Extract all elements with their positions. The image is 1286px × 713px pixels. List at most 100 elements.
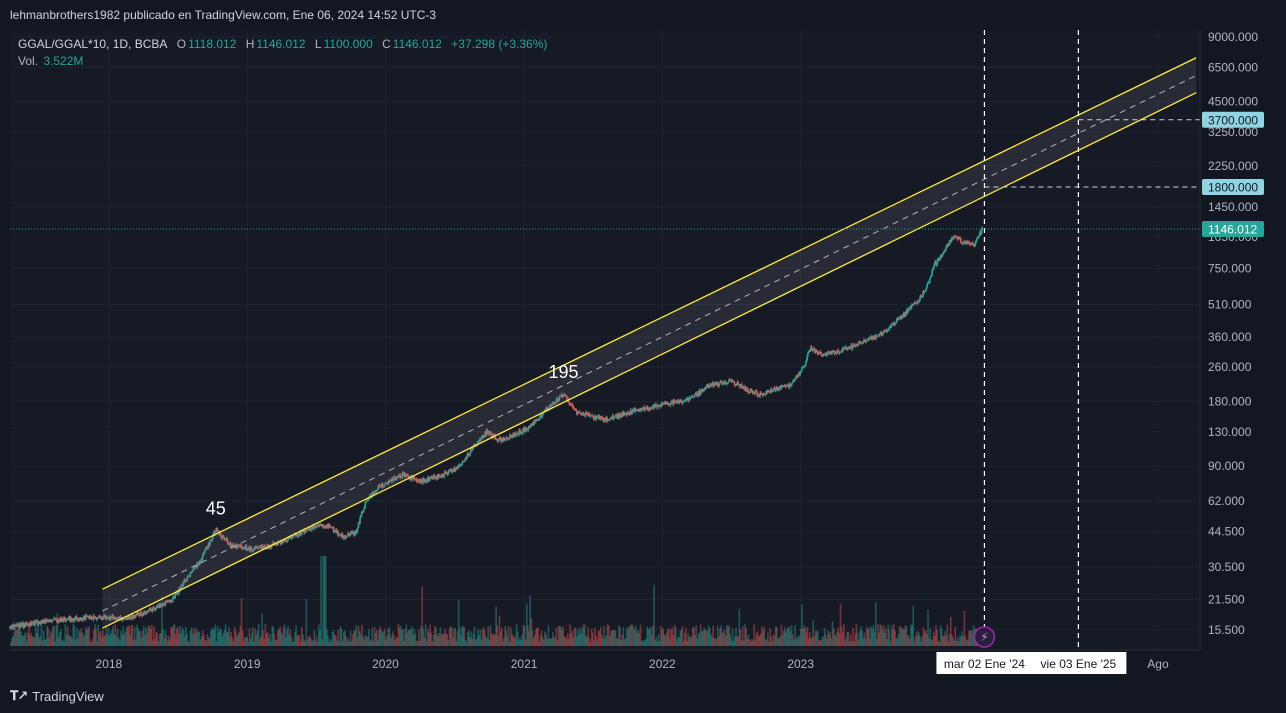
volume-bar xyxy=(262,630,264,646)
volume-bar xyxy=(390,637,393,646)
volume-bar xyxy=(795,637,797,646)
candle-body xyxy=(717,385,720,386)
legend-close-value: 1146.012 xyxy=(392,37,442,51)
volume-bar xyxy=(814,630,817,646)
volume-bar xyxy=(221,636,224,646)
volume-bar xyxy=(162,629,164,646)
volume-bar xyxy=(674,626,677,646)
volume-bar xyxy=(482,627,485,646)
candle-body xyxy=(882,331,885,334)
volume-bar xyxy=(423,637,426,646)
volume-bar xyxy=(349,630,352,646)
candle-body xyxy=(576,412,579,415)
volume-bar xyxy=(458,627,461,646)
candle-body xyxy=(644,408,646,411)
volume-bar xyxy=(880,625,883,646)
volume-bar xyxy=(503,637,505,646)
candle-body xyxy=(519,431,522,434)
volume-bar xyxy=(514,638,517,646)
candle-body xyxy=(550,404,553,406)
volume-bar xyxy=(330,640,333,646)
candle-body xyxy=(976,237,978,241)
volume-bar xyxy=(553,636,555,646)
volume-bar xyxy=(123,634,126,646)
volume-bar xyxy=(254,628,256,646)
volume-bar xyxy=(629,625,632,646)
volume-bar xyxy=(486,638,488,646)
candle-body xyxy=(113,618,115,620)
candle-body xyxy=(466,455,468,459)
volume-bar xyxy=(430,633,433,646)
y-tick-label: 180.000 xyxy=(1208,394,1252,408)
volume-bar xyxy=(768,641,770,646)
candle-body xyxy=(122,619,124,621)
volume-bar xyxy=(420,625,422,646)
candle-body xyxy=(759,392,761,397)
candle-body xyxy=(585,412,587,417)
volume-bar xyxy=(741,626,744,646)
volume-bar xyxy=(245,637,247,646)
volume-bar xyxy=(58,631,61,646)
candle-body xyxy=(683,400,686,402)
volume-bar xyxy=(912,605,915,646)
volume-bar xyxy=(336,640,338,646)
candle-body xyxy=(794,379,796,381)
volume-bar xyxy=(318,624,320,646)
candle-body xyxy=(226,538,229,543)
volume-bar xyxy=(370,639,372,646)
candle-body xyxy=(690,397,692,399)
candle-body xyxy=(648,409,651,411)
volume-bar xyxy=(287,625,289,646)
candle-body xyxy=(805,360,808,364)
candle-body xyxy=(503,437,505,439)
candle-body xyxy=(922,291,924,297)
candle-body xyxy=(541,416,543,417)
volume-bar xyxy=(321,639,324,646)
volume-bar xyxy=(120,630,122,646)
volume-bar xyxy=(570,633,572,646)
volume-bar xyxy=(260,635,262,646)
candle-body xyxy=(703,389,705,391)
volume-bar xyxy=(125,627,128,646)
candle-body xyxy=(219,532,222,536)
volume-bar xyxy=(722,632,725,646)
volume-bar xyxy=(314,640,317,646)
volume-bar xyxy=(312,640,314,646)
candle-body xyxy=(350,532,352,535)
volume-bar xyxy=(275,639,278,646)
candle-body xyxy=(400,477,403,479)
tradingview-brand[interactable]: 𝐓↗ TradingView xyxy=(10,688,104,704)
volume-bar xyxy=(206,633,209,646)
volume-bar xyxy=(885,628,887,646)
volume-bar xyxy=(865,626,868,646)
volume-bar xyxy=(242,641,245,646)
volume-bar xyxy=(953,640,955,646)
candle-body xyxy=(927,282,930,284)
volume-bar xyxy=(465,641,468,646)
candle-body xyxy=(44,620,47,624)
chart-svg[interactable]: 45195⚡15.50021.50030.50044.50062.00090.0… xyxy=(0,0,1286,676)
volume-bar xyxy=(61,641,63,646)
volume-bar xyxy=(721,632,724,646)
volume-bar xyxy=(695,625,697,646)
volume-bar xyxy=(564,636,567,646)
candle-body xyxy=(57,622,60,623)
volume-bar xyxy=(819,641,821,646)
volume-bar xyxy=(511,633,513,646)
volume-bar xyxy=(288,634,291,646)
volume-bar xyxy=(215,641,218,646)
volume-bar xyxy=(470,631,472,646)
volume-bar xyxy=(838,632,841,646)
volume-bar xyxy=(693,626,695,646)
candle-body xyxy=(387,483,389,485)
volume-bar xyxy=(181,627,184,646)
volume-bar xyxy=(604,637,607,646)
level-badge xyxy=(1202,111,1264,128)
candle-body xyxy=(724,381,727,384)
volume-bar xyxy=(941,636,944,646)
volume-bar xyxy=(870,626,872,646)
candle-body xyxy=(112,615,114,620)
volume-bar xyxy=(136,624,138,646)
x-tick-label: 2022 xyxy=(649,657,676,671)
volume-bar xyxy=(475,638,478,646)
